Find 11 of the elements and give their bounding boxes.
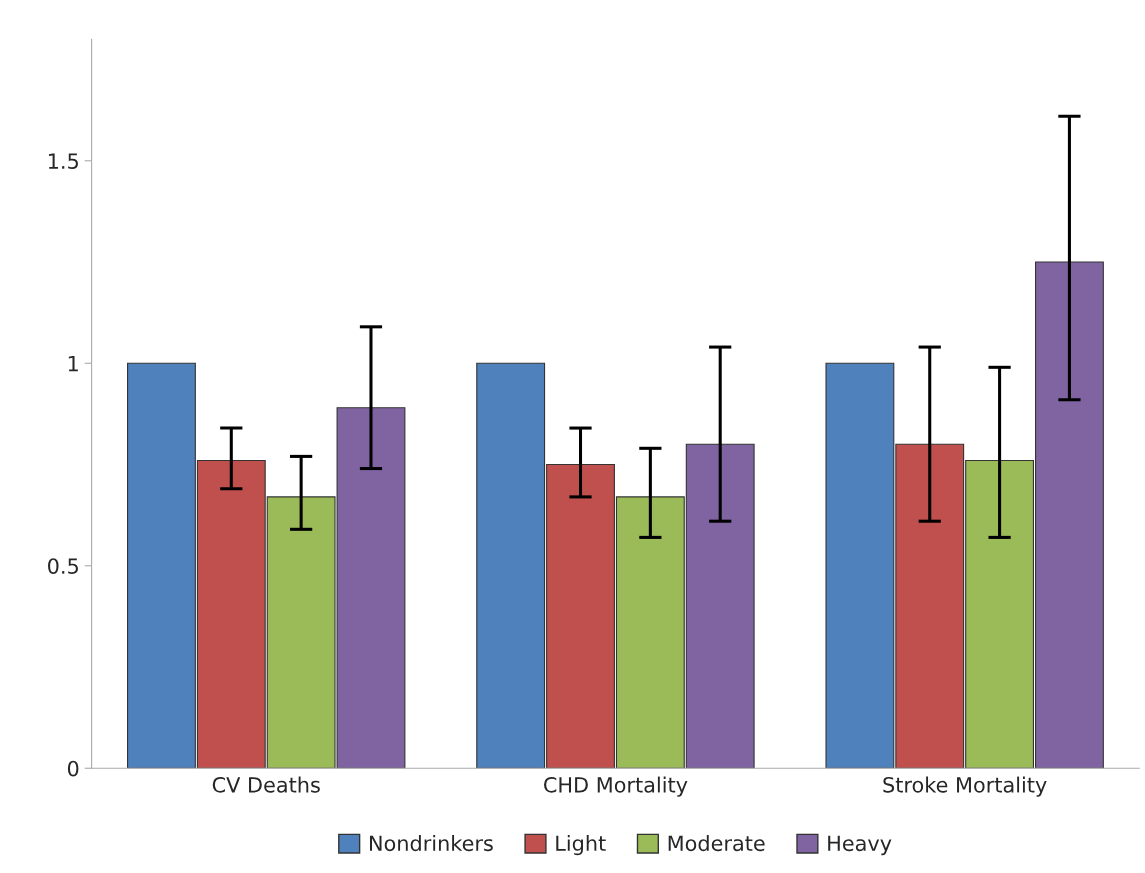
x-tick-label: CV Deaths [212, 776, 320, 793]
legend-label: Nondrinkers [370, 835, 493, 852]
x-tick-label: Stroke Mortality [883, 776, 1047, 797]
legend-label: Light [556, 835, 606, 856]
y-tick-label: 0 [67, 760, 79, 777]
y-tick-label: 1.5 [48, 153, 78, 169]
legend-label: Heavy [828, 835, 892, 856]
x-tick-label: CHD Mortality [544, 776, 688, 797]
y-tick-label: 0.5 [48, 558, 78, 574]
y-tick-label: 1 [68, 355, 78, 372]
legend-label: Moderate [668, 835, 765, 852]
